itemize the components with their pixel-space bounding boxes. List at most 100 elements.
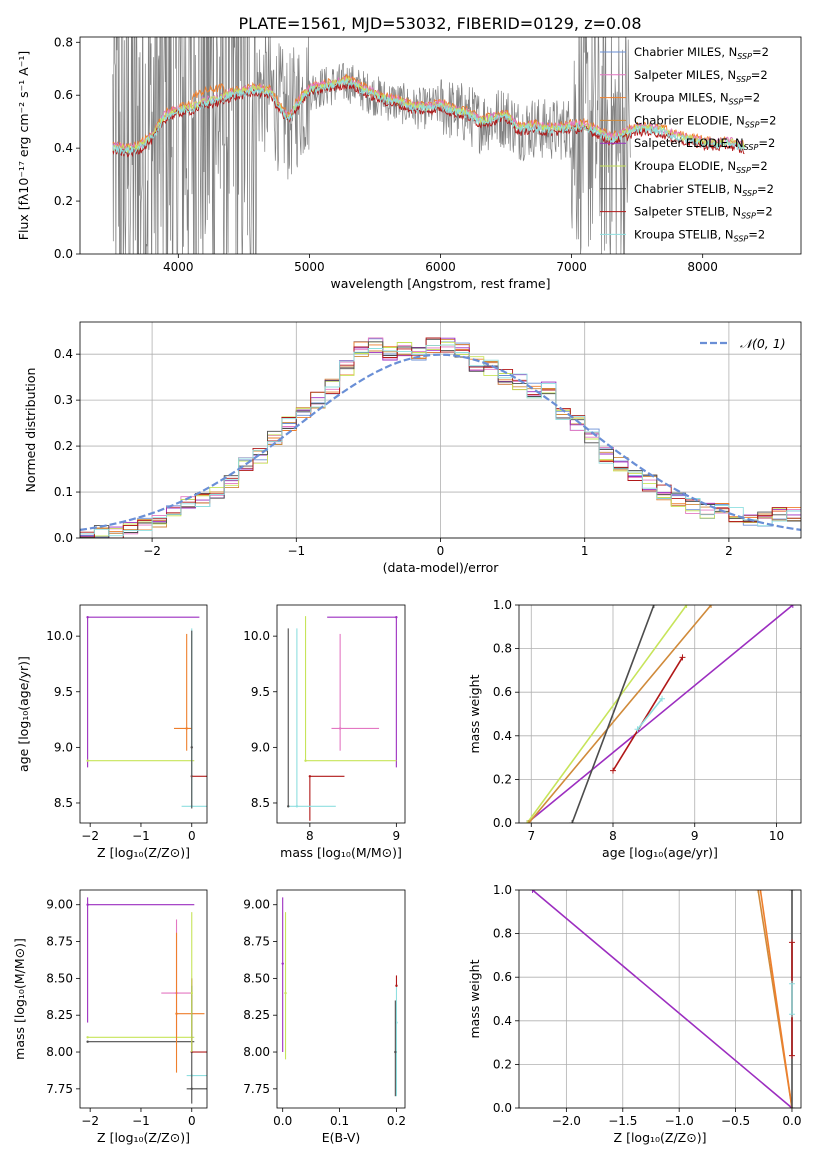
x-tick-label: 0.2: [387, 1114, 406, 1128]
x-tick-label: 6000: [425, 260, 456, 274]
series-marker-salpeter_elodie: [789, 605, 796, 608]
y-tick-label: 0.6: [54, 88, 73, 102]
y-tick-label: 0.6: [493, 685, 512, 699]
y-tick-label: 8.5: [54, 796, 73, 810]
x-tick-label: 9: [691, 829, 699, 843]
axes-frame: [79, 604, 208, 824]
residual_hist-plot-area: [80, 337, 801, 538]
data-point-salpeter_elodie: [86, 903, 89, 906]
y-tick-label: 0.3: [54, 393, 73, 407]
data-point-chabrier_stelib: [86, 1040, 89, 1043]
series-line-chabrier_elodie: [528, 605, 712, 823]
legend-entry: Salpeter ELODIE, NSSP=2: [634, 136, 775, 152]
y-tick-label: 0.4: [493, 729, 512, 743]
y-tick-label: 8.25: [243, 1008, 270, 1022]
age_vs_Z-plot-area: [86, 616, 207, 809]
spectrum-plot-area: [112, 37, 745, 254]
x-tick-label: 0: [437, 544, 445, 558]
axes-frame: [79, 889, 208, 1109]
x-tick-label: −1.0: [665, 1114, 694, 1128]
series-marker-kroupa_elodie: [683, 605, 690, 608]
cum_mass_vs_age-plot-area: [524, 605, 796, 823]
y-tick-label: 9.00: [46, 898, 73, 912]
legend-entry: 𝒩(0, 1): [740, 336, 786, 351]
data-point-salpeter_elodie: [86, 616, 89, 619]
x-tick-label: 1: [581, 544, 589, 558]
axes-frame: [518, 889, 802, 1109]
y-tick-label: 0.0: [493, 1101, 512, 1115]
y-tick-label: 0.8: [54, 35, 73, 49]
legend-entry: Salpeter STELIB, NSSP=2: [634, 205, 773, 221]
x-tick-label: −2: [81, 1114, 99, 1128]
x-tick-label: 0.0: [782, 1114, 801, 1128]
y-tick-label: 10.0: [46, 629, 73, 643]
y-tick-label: 0.0: [54, 531, 73, 545]
cum_mass_vs_Z-axes: −2.0 −1.5 −1.0 −0.5 0.0 0.0 0.2 0.4 0.6 0.8 1.0 Z […: [467, 883, 802, 1145]
series-marker-chabrier_stelib: [569, 820, 576, 823]
x-axis-label: mass [log₁₀(M/M⊙)]: [280, 845, 402, 860]
figure-title: PLATE=1561, MJD=53032, FIBERID=0129, z=0…: [238, 14, 641, 33]
y-tick-label: 0.8: [493, 642, 512, 656]
y-axis-label: Normed distribution: [23, 368, 38, 493]
model-line-kroupa_stelib: [112, 78, 745, 155]
series-line-kroupa_elodie: [526, 605, 688, 823]
data-point-kroupa_elodie: [304, 759, 307, 762]
data-point-kroupa_miles: [185, 727, 188, 730]
x-tick-label: 10: [769, 829, 784, 843]
data-point-salpeter_elodie: [395, 616, 398, 619]
x-tick-label: 8: [306, 829, 314, 843]
x-tick-label: 0.1: [330, 1114, 349, 1128]
y-tick-label: 9.0: [54, 740, 73, 754]
series-line-kroupa_stelib: [636, 698, 663, 730]
x-axis-label: E(B-V): [322, 1130, 361, 1145]
data-point-salpeter_stelib: [308, 775, 312, 778]
y-tick-label: 1.0: [493, 883, 512, 897]
data-point-chabrier_stelib: [190, 746, 193, 749]
axes-frame: [276, 604, 406, 824]
legend-entry: Chabrier MILES, NSSP=2: [634, 45, 769, 61]
data-point-kroupa_stelib: [295, 805, 299, 808]
y-tick-label: 0.2: [493, 772, 512, 786]
y-tick-label: 8.5: [251, 796, 270, 810]
series-marker-chabrier_elodie: [708, 605, 715, 608]
series-marker-chabrier_elodie: [525, 820, 532, 823]
panels: 4000 5000 6000 7000 80000.00.20.40.60.8wavel…: [12, 35, 802, 1145]
age_vs_mass-axes: 8 9 8.5 9.0 9.5 10.0 mass [log₁₀(M/M⊙)]: [243, 604, 406, 860]
x-axis-label: age [log₁₀(age/yr)]: [602, 845, 718, 860]
x-tick-label: −2: [81, 829, 99, 843]
y-tick-label: 7.75: [243, 1082, 270, 1096]
legend-entry: Chabrier ELODIE, NSSP=2: [634, 113, 776, 129]
cum_mass_vs_age-axes: 7 8 9 10 0.0 0.2 0.4 0.6 0.8 1.0 age [log₁₀(age/yr…: [467, 598, 802, 860]
x-tick-label: 4000: [163, 260, 194, 274]
y-tick-label: 1.0: [493, 598, 512, 612]
y-tick-label: 8.50: [46, 971, 73, 985]
y-axis-label: mass weight: [467, 959, 482, 1038]
series-marker-salpeter_elodie: [529, 890, 536, 893]
x-tick-label: 5000: [294, 260, 325, 274]
y-tick-label: 0.2: [54, 194, 73, 208]
x-tick-label: 0.0: [273, 1114, 292, 1128]
data-point-salpeter_miles: [338, 727, 342, 730]
y-tick-label: 0.2: [493, 1057, 512, 1071]
x-axis-label: Z [log₁₀(Z/Z⊙)]: [97, 1130, 190, 1145]
x-tick-label: 7: [527, 829, 535, 843]
x-tick-label: −2: [143, 544, 161, 558]
y-axis-label: Flux [fλ10⁻¹⁷ erg cm⁻² s⁻¹ A⁻¹]: [16, 51, 31, 240]
x-tick-label: −1: [287, 544, 305, 558]
series-marker-chabrier_stelib: [788, 890, 795, 893]
data-point-kroupa_elodie: [190, 991, 193, 995]
series-line-salpeter_elodie: [531, 890, 793, 1108]
x-axis-label: Z [log₁₀(Z/Z⊙)]: [614, 1130, 707, 1145]
y-tick-label: 0.1: [54, 485, 73, 499]
y-tick-label: 0.4: [493, 1014, 512, 1028]
series-line-chabrier_stelib: [571, 605, 655, 823]
data-point-salpeter_elodie: [281, 962, 284, 965]
x-tick-label: 0: [188, 1114, 196, 1128]
series-marker-salpeter_stelib: [788, 939, 795, 946]
axes-frame: [518, 604, 802, 824]
data-point-kroupa_elodie: [86, 759, 89, 762]
legend-entry: Kroupa STELIB, NSSP=2: [634, 227, 765, 243]
spectrum-legend: Chabrier MILES, NSSP=2 Salpeter MILES, NS…: [600, 45, 776, 243]
x-tick-label: −1: [132, 829, 150, 843]
